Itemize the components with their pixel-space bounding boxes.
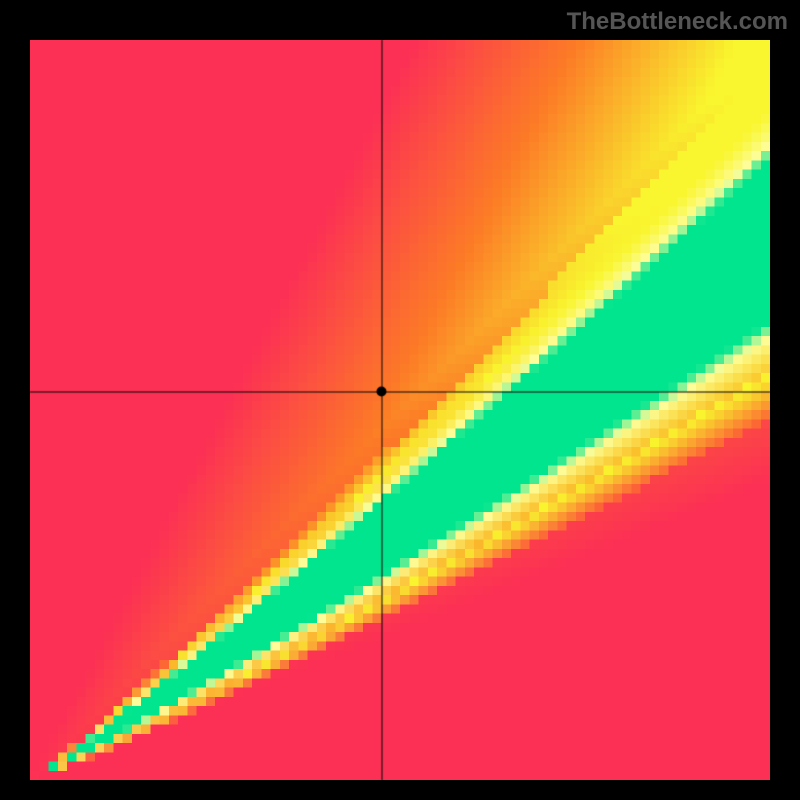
chart-container: TheBottleneck.com <box>0 0 800 800</box>
crosshair-overlay <box>0 0 800 800</box>
attribution-text: TheBottleneck.com <box>567 8 788 36</box>
